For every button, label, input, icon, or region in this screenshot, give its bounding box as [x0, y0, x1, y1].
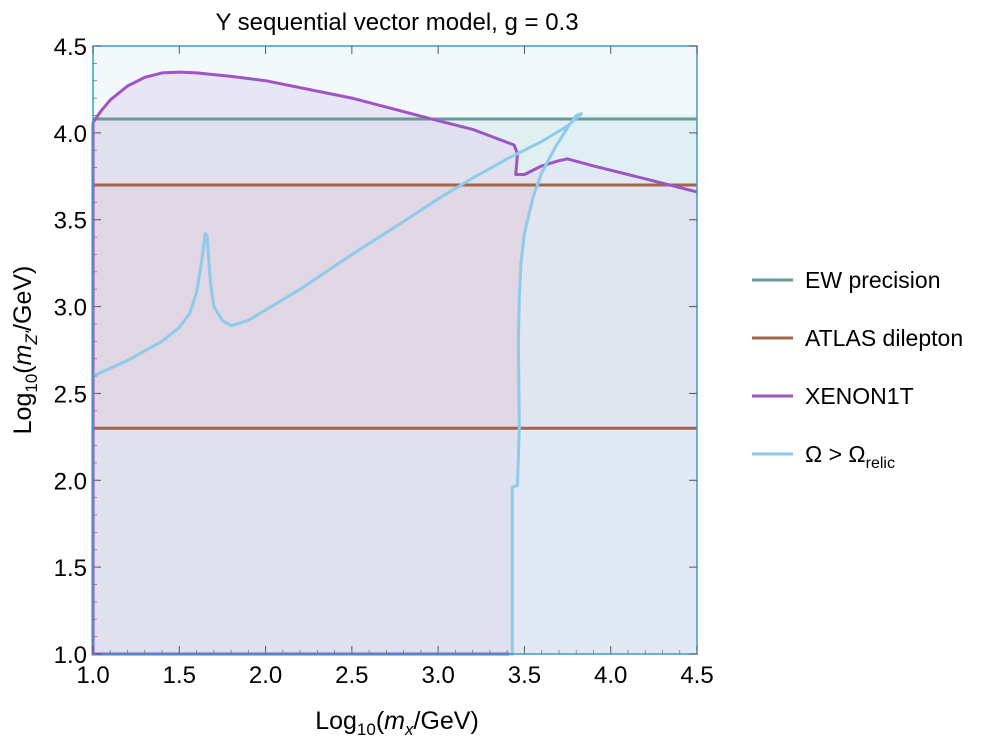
- y-tick-label: 3.0: [54, 295, 87, 322]
- legend: EW precision ATLAS dilepton XENON1T Ω > Ωre…: [752, 267, 963, 472]
- legend-label-atlas-dilepton: ATLAS dilepton: [805, 325, 963, 351]
- y-tick-label: 1.0: [54, 642, 87, 669]
- axis-ticks: 1.0 1.5 2.0 2.5 3.0 3.5 4.0 4.5 1.0 1.5 2.0 2.5 3.0 3…: [54, 34, 714, 689]
- x-tick-label: 3.0: [421, 662, 454, 689]
- x-tick-label: 2.5: [335, 662, 368, 689]
- x-axis-title: Log10(mx/GeV): [315, 707, 479, 739]
- legend-label-ew-precision: EW precision: [805, 267, 940, 293]
- plot-frame: [92, 45, 698, 655]
- legend-label-xenon1t: XENON1T: [805, 383, 914, 409]
- y-tick-label: 4.5: [54, 34, 87, 61]
- y-tick-label: 4.0: [54, 121, 87, 148]
- x-tick-label: 4.0: [594, 662, 627, 689]
- excluded-regions: [93, 46, 697, 655]
- y-tick-label: 1.5: [54, 555, 87, 582]
- legend-label-relic: Ω > Ωrelic: [805, 441, 895, 472]
- y-tick-label: 2.5: [54, 381, 87, 408]
- series-xenon1t-line: [91, 70, 698, 194]
- x-tick-label: 1.5: [163, 662, 196, 689]
- x-tick-label: 2.0: [249, 662, 282, 689]
- region-relic: [508, 113, 697, 654]
- x-tick-label: 4.5: [680, 662, 713, 689]
- x-tick-label: 3.5: [508, 662, 541, 689]
- chart-title: Y sequential vector model, g = 0.3: [215, 9, 578, 36]
- series-relic-line: [92, 112, 583, 656]
- y-axis-title: Log10(mZ'/GeV): [9, 266, 41, 435]
- y-tick-label: 2.0: [54, 468, 87, 495]
- y-tick-label: 3.5: [54, 208, 87, 235]
- x-tick-label: 1.0: [76, 662, 109, 689]
